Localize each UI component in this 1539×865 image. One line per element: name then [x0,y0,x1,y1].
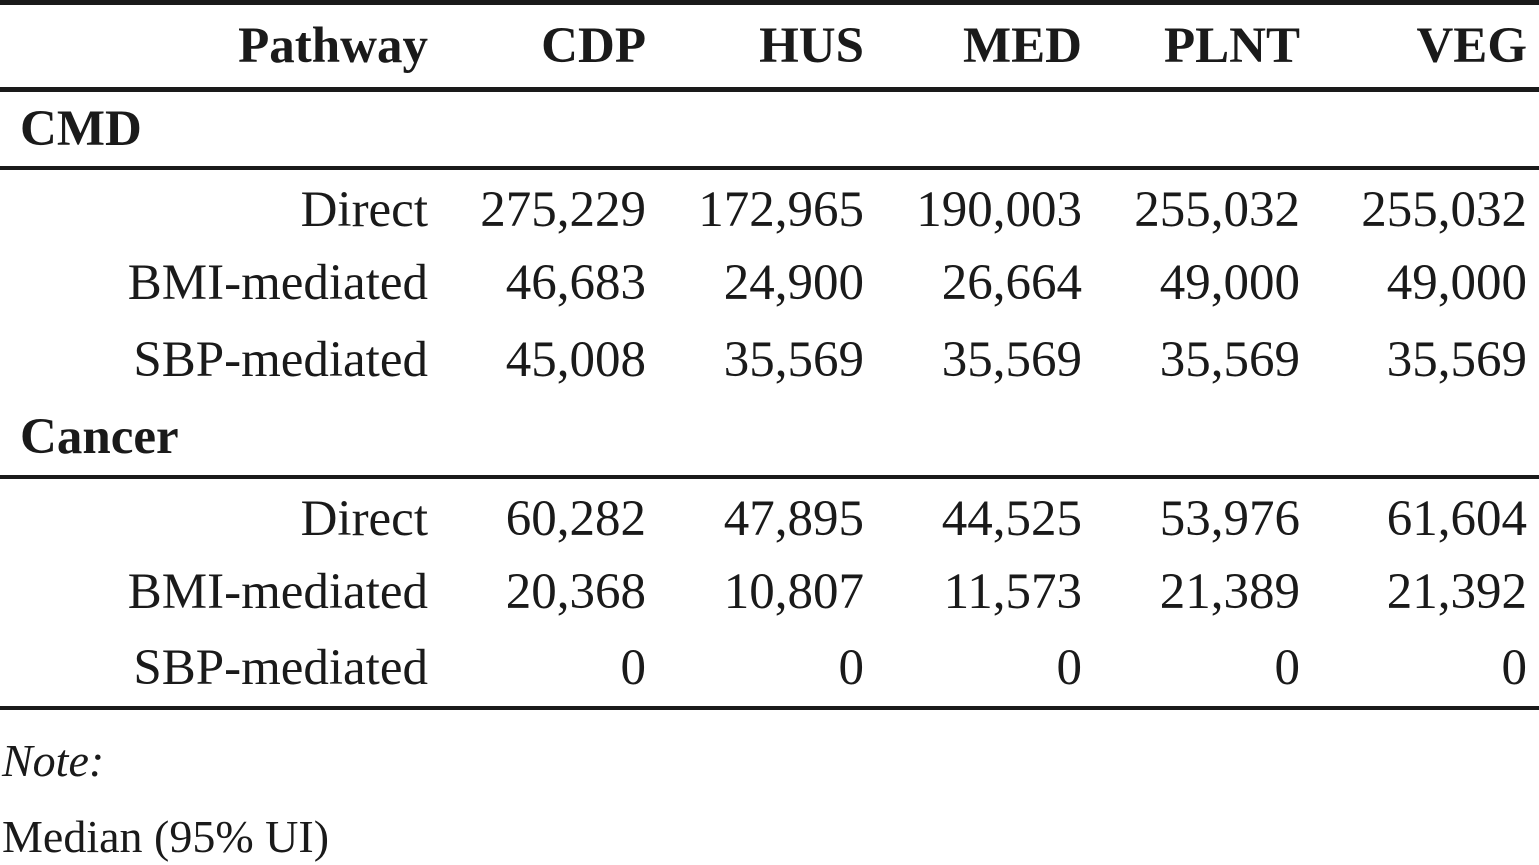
group-label: Cancer [0,398,1539,479]
cell-hus: 47,895 [723,491,864,547]
cell-med: 26,664 [941,255,1082,311]
header-med: MED [876,0,1094,92]
cell-med: 11,573 [943,564,1082,620]
table-row: SBP-mediated 45,008 35,569 35,569 35,569… [0,322,1539,399]
cell-plnt: 53,976 [1159,491,1300,547]
header-cdp: CDP [440,0,658,92]
row-label: SBP-mediated [0,630,440,710]
cell-cdp: 45,008 [505,332,646,388]
table-row: Direct 60,282 47,895 44,525 53,976 61,60… [0,477,1539,554]
cell-med: 44,525 [941,491,1082,547]
cell-plnt: 49,000 [1159,255,1300,311]
table-row: Direct 275,229 172,965 190,003 255,032 2… [0,168,1539,245]
cell-med: 0 [876,630,1094,710]
cell-hus: 24,900 [723,255,864,311]
cell-veg: 21,392 [1386,564,1527,620]
table-row: SBP-mediated 0 0 0 0 0 [0,630,1539,710]
cell-cdp: 60,282 [505,491,646,547]
cell-veg: 0 [1312,630,1539,710]
table-row: BMI-mediated 20,368 10,807 11,573 21,389… [0,554,1539,631]
cell-cdp: 275,229 [480,182,646,238]
results-table-container: Pathway CDP HUS MED PLNT VEG CMD Direct … [0,0,1539,710]
cell-plnt: 35,569 [1159,332,1300,388]
cell-hus: 0 [658,630,876,710]
cell-hus: 35,569 [723,332,864,388]
cell-hus: 10,807 [723,564,864,620]
header-veg: VEG [1312,0,1539,92]
cell-veg: 49,000 [1386,255,1527,311]
header-row: Pathway CDP HUS MED PLNT VEG [0,0,1539,92]
row-label: Direct [300,491,428,547]
cell-med: 190,003 [916,182,1082,238]
table-row: BMI-mediated 46,683 24,900 26,664 49,000… [0,245,1539,322]
cell-veg: 35,569 [1386,332,1527,388]
cell-med: 35,569 [941,332,1082,388]
cell-plnt: 0 [1094,630,1312,710]
row-label: Direct [300,182,428,238]
group-row-cmd: CMD [0,89,1539,170]
group-label: CMD [0,89,1539,170]
cell-cdp: 46,683 [505,255,646,311]
cell-veg: 61,604 [1386,491,1527,547]
note-text: Median (95% UI) [2,811,330,862]
results-table: Pathway CDP HUS MED PLNT VEG CMD Direct … [0,0,1539,710]
cell-veg: 255,032 [1361,182,1527,238]
header-pathway: Pathway [0,0,440,92]
row-label: BMI-mediated [127,564,428,620]
cell-cdp: 20,368 [505,564,646,620]
cell-plnt: 21,389 [1159,564,1300,620]
row-label: BMI-mediated [127,255,428,311]
row-label: SBP-mediated [133,332,428,388]
header-plnt: PLNT [1094,0,1312,92]
group-row-cancer: Cancer [0,398,1539,479]
cell-cdp: 0 [440,630,658,710]
header-hus: HUS [658,0,876,92]
cell-plnt: 255,032 [1134,182,1300,238]
note-label: Note: [2,735,105,786]
cell-hus: 172,965 [698,182,864,238]
